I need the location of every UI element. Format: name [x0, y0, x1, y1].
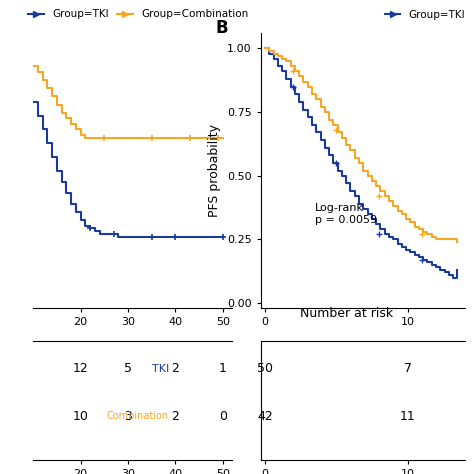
Text: 10: 10 [73, 410, 89, 423]
Text: Log-rank
p = 0.0059: Log-rank p = 0.0059 [315, 203, 377, 225]
Text: 42: 42 [257, 410, 273, 423]
Text: TKI: TKI [152, 364, 169, 374]
Legend: Group=TKI, Group=Combination: Group=TKI, Group=Combination [24, 5, 253, 24]
Text: 2: 2 [172, 410, 179, 423]
Text: 7: 7 [403, 363, 411, 375]
Y-axis label: PFS probability: PFS probability [209, 124, 221, 217]
Text: 0: 0 [219, 410, 227, 423]
Text: B: B [216, 19, 228, 37]
Text: Combination: Combination [107, 411, 169, 421]
Text: 2: 2 [172, 363, 179, 375]
Text: 3: 3 [124, 410, 132, 423]
Text: 50: 50 [257, 363, 273, 375]
Text: Number at risk: Number at risk [300, 307, 393, 320]
Text: 5: 5 [124, 363, 132, 375]
Legend: Group=TKI: Group=TKI [381, 5, 470, 24]
Text: 1: 1 [219, 363, 227, 375]
Text: 12: 12 [73, 363, 89, 375]
Text: 11: 11 [400, 410, 415, 423]
